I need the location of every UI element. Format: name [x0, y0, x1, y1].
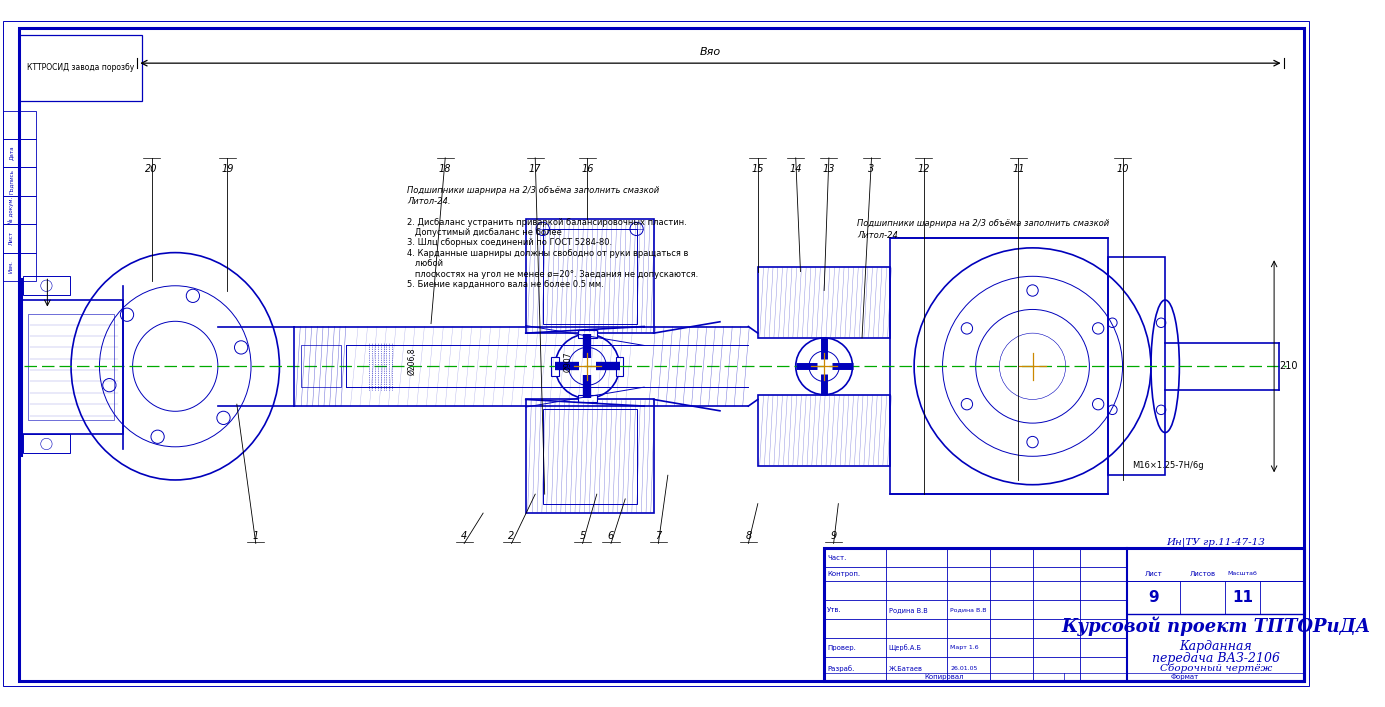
Text: плоскостях на угол не менее ø=20°. Заедания не допускаются.: плоскостях на угол не менее ø=20°. Заеда… [407, 269, 698, 279]
Text: 2. Дисбаланс устранить приваркой балансировочных пластин.: 2. Дисбаланс устранить приваркой баланси… [407, 218, 687, 226]
Text: Листов: Листов [1190, 571, 1216, 577]
Text: Карданная: Карданная [1180, 640, 1252, 653]
Text: Масштаб: Масштаб [1227, 571, 1258, 576]
Text: 11: 11 [1231, 590, 1253, 605]
Bar [3, 110, 19, 139]
Text: Лист: Лист [8, 231, 14, 245]
Text: Литол-24.: Литол-24. [407, 197, 452, 206]
Bar [526, 219, 654, 333]
Text: Литол-24.: Литол-24. [857, 230, 900, 240]
Text: 14: 14 [789, 163, 802, 174]
Text: КТТРОСИД завода порозбу: КТТРОСИД завода порозбу [26, 64, 134, 72]
Bar [19, 35, 143, 101]
Text: 6: 6 [608, 530, 614, 541]
Text: Копировал: Копировал [924, 674, 964, 680]
Text: 8: 8 [745, 530, 752, 541]
Text: Провер.: Провер. [827, 645, 856, 650]
Text: Щерб.А.Б: Щерб.А.Б [889, 644, 921, 651]
Text: Подпись: Подпись [8, 169, 14, 194]
Bar [578, 330, 597, 338]
Text: № докум.: № докум. [8, 197, 14, 223]
Bar [3, 224, 19, 252]
Text: любой: любой [407, 259, 443, 268]
Bar [616, 357, 623, 375]
Bar [3, 252, 19, 281]
Bar [19, 224, 36, 252]
Text: Вяо: Вяо [699, 47, 722, 57]
Text: 210: 210 [1278, 361, 1298, 371]
Text: 20: 20 [145, 163, 158, 174]
Text: Родина В.В: Родина В.В [889, 607, 928, 613]
Text: Допустимый дисбаланс не более: Допустимый дисбаланс не более [407, 228, 562, 237]
Text: 2: 2 [508, 530, 515, 541]
Text: 17: 17 [529, 163, 542, 174]
Text: 4: 4 [461, 530, 467, 541]
Bar [22, 435, 71, 453]
Text: Утв.: Утв. [827, 607, 842, 613]
Text: Курсовой проект ТПТОРиДА: Курсовой проект ТПТОРиДА [1061, 616, 1371, 636]
Text: Дата: Дата [8, 146, 14, 160]
Text: Формат: Формат [1170, 674, 1198, 680]
Bar [3, 168, 19, 196]
Bar [758, 267, 891, 338]
Bar [19, 168, 36, 196]
Bar [3, 139, 19, 168]
Bar [758, 395, 891, 466]
Text: 15: 15 [752, 163, 765, 174]
Bar [19, 252, 36, 281]
Text: 4. Карданные шарниры должны свободно от руки вращаться в: 4. Карданные шарниры должны свободно от … [407, 249, 688, 258]
Text: 19: 19 [222, 163, 234, 174]
Text: Част.: Част. [827, 554, 846, 561]
Text: Ø907: Ø907 [564, 351, 573, 372]
Text: 3: 3 [868, 163, 875, 174]
Text: 1: 1 [252, 530, 259, 541]
Bar [526, 399, 654, 513]
Bar [1108, 257, 1165, 475]
Text: Ж.Батаев: Ж.Батаев [889, 666, 922, 672]
Text: Сборочный чертёж: Сборочный чертёж [1159, 664, 1271, 673]
Bar [22, 276, 71, 296]
Text: Контроп.: Контроп. [827, 571, 860, 577]
Bar [301, 346, 341, 387]
Text: 5. Биение карданного вала не более 0.5 мм.: 5. Биение карданного вала не более 0.5 м… [407, 280, 604, 289]
Bar [19, 196, 36, 224]
Bar [543, 409, 637, 503]
Bar [29, 314, 114, 420]
Text: 12: 12 [917, 163, 929, 174]
Text: 16: 16 [582, 163, 594, 174]
Text: 11: 11 [1012, 163, 1025, 174]
Text: 9: 9 [831, 530, 837, 541]
Bar [543, 229, 637, 324]
Text: 13: 13 [823, 163, 835, 174]
Text: 18: 18 [439, 163, 452, 174]
Text: 26.01.05: 26.01.05 [950, 667, 978, 672]
Text: Подшипники шарнира на 2/3 объёма заполнить смазкой: Подшипники шарнира на 2/3 объёма заполни… [407, 187, 659, 195]
Text: М16×1.25-7Н/6g: М16×1.25-7Н/6g [1132, 461, 1204, 470]
Text: Разраб.: Разраб. [827, 665, 855, 672]
Bar [3, 196, 19, 224]
Text: 10: 10 [1116, 163, 1129, 174]
Text: Ин|ТУ гр.11-47-13: Ин|ТУ гр.11-47-13 [1166, 538, 1266, 547]
Text: передача ВАЗ-2106: передача ВАЗ-2106 [1152, 652, 1280, 665]
Text: Подшипники шарнира на 2/3 объёма заполнить смазкой: Подшипники шарнира на 2/3 объёма заполни… [857, 219, 1109, 228]
Bar [19, 110, 36, 139]
Text: Лист: Лист [1145, 571, 1163, 577]
Bar [578, 395, 597, 402]
Text: 7: 7 [655, 530, 662, 541]
Text: Изм.: Изм. [8, 260, 14, 274]
Text: 3. Шлц сборных соединений по ГОСТ 5284-80.: 3. Шлц сборных соединений по ГОСТ 5284-8… [407, 238, 612, 247]
Text: Март 1.6: Март 1.6 [950, 645, 979, 650]
Text: Родина В.В: Родина В.В [950, 607, 986, 612]
Text: 5: 5 [579, 530, 586, 541]
Bar [891, 238, 1108, 494]
Bar [21, 300, 123, 435]
Bar [824, 548, 1305, 681]
Bar [551, 357, 560, 375]
Text: Ø206,8: Ø206,8 [407, 348, 417, 375]
Bar [19, 139, 36, 168]
Text: 9: 9 [1148, 590, 1159, 605]
